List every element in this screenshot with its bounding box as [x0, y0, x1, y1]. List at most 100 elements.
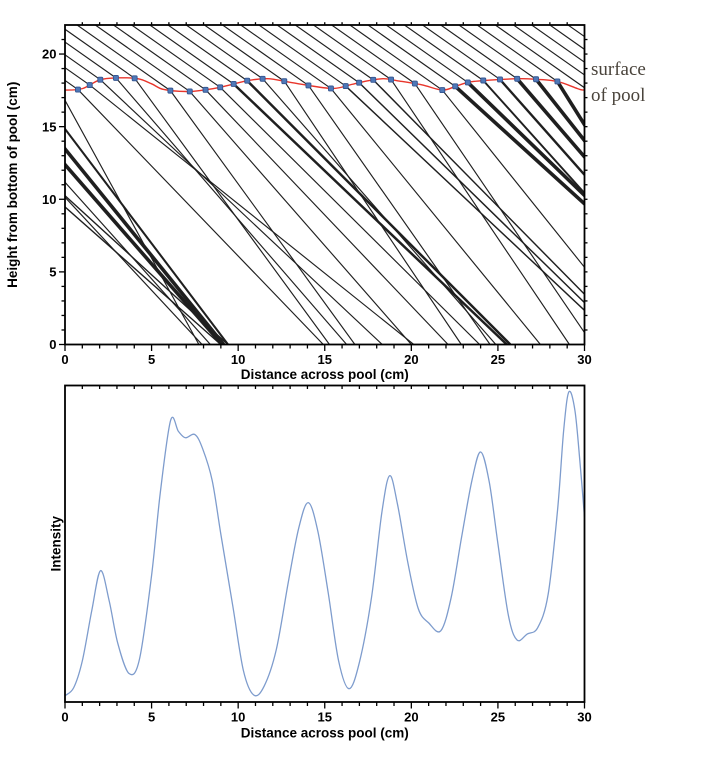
refracted-ray — [65, 181, 211, 345]
surface-point-marker — [452, 83, 459, 90]
incident-ray — [130, 25, 221, 88]
incident-ray — [457, 25, 537, 80]
x-tick-label: 20 — [404, 710, 418, 725]
refracted-ray — [588, 90, 704, 344]
incident-ray — [148, 25, 234, 85]
surface-point-marker — [305, 82, 312, 89]
x-tick-label: 30 — [577, 352, 591, 367]
refracted-ray — [699, 91, 704, 344]
light-rays — [0, 0, 704, 345]
surface-point-marker — [186, 88, 193, 95]
refracted-ray — [372, 79, 585, 296]
refracted-ray — [441, 89, 585, 269]
surface-point-marker — [281, 78, 288, 85]
incident-ray — [167, 25, 248, 82]
refracted-ray — [189, 91, 412, 345]
surface-point-marker — [131, 75, 138, 82]
surface-point-marker — [97, 76, 104, 83]
surface-of-pool-label: surface of pool — [591, 57, 646, 109]
incident-ray — [385, 25, 469, 83]
incident-ray — [239, 25, 332, 89]
intensity-curve — [65, 390, 585, 697]
y-tick-label: 10 — [42, 192, 56, 207]
refracted-ray — [534, 78, 585, 144]
surface-label-line1: surface — [591, 59, 646, 80]
surface-point-marker — [74, 86, 81, 93]
incident-ray — [312, 25, 392, 81]
refracted-ray — [499, 78, 585, 177]
refracted-ray — [134, 77, 330, 345]
incident-ray — [476, 25, 558, 82]
bottom-xaxis-title: Distance across pool (cm) — [241, 726, 409, 741]
refracted-ray — [643, 78, 704, 345]
surface-point-marker — [259, 75, 266, 82]
y-tick-label: 15 — [42, 119, 56, 134]
incident-ray — [257, 25, 347, 87]
x-tick-label: 10 — [231, 352, 245, 367]
incident-ray — [112, 25, 206, 91]
incident-ray — [65, 54, 101, 81]
incident-ray — [65, 79, 79, 91]
x-tick-label: 5 — [148, 710, 155, 725]
surface-point-marker — [202, 86, 209, 93]
refracted-ray — [668, 82, 704, 344]
refracted-ray — [454, 85, 585, 207]
refracted-ray — [358, 82, 585, 304]
incident-ray — [330, 25, 416, 85]
refracted-ray — [232, 83, 508, 345]
incident-ray — [0, 0, 59, 89]
bottom-plot-border — [64, 384, 586, 703]
incident-ray — [185, 25, 263, 80]
refracted-ray — [613, 83, 704, 345]
incident-ray — [94, 25, 191, 92]
incident-ray — [421, 25, 501, 80]
bottom-yaxis-title: Intensity — [49, 516, 64, 572]
surface-point-marker — [167, 87, 174, 94]
y-tick-label: 5 — [49, 265, 56, 280]
x-tick-label: 0 — [61, 352, 68, 367]
incident-ray — [294, 25, 374, 81]
x-tick-label: 15 — [318, 352, 332, 367]
x-tick-label: 30 — [577, 710, 591, 725]
refracted-ray — [65, 146, 226, 345]
x-tick-label: 5 — [148, 352, 155, 367]
surface-point-marker — [244, 77, 251, 84]
surface-point-marker — [411, 80, 418, 87]
incident-ray — [367, 25, 456, 87]
surface-point-marker — [342, 83, 349, 90]
bottom-plot-ticks — [64, 385, 586, 709]
refracted-ray — [219, 86, 481, 345]
refracted-ray — [89, 84, 415, 345]
refracted-ray — [65, 196, 203, 345]
top-yaxis-title: Height from bottom of pool (cm) — [5, 82, 20, 288]
refracted-ray — [414, 83, 585, 334]
ray-diagram-chart: 0 5 10 15 20 25 30 0 5 10 15 20 — [0, 0, 704, 367]
surface-point-marker — [112, 74, 119, 81]
x-tick-label: 20 — [404, 352, 418, 367]
refracted-ray — [345, 85, 585, 312]
incident-ray — [65, 66, 91, 86]
refracted-ray — [65, 127, 229, 345]
surface-label-line2: of pool — [591, 85, 646, 106]
surface-point-marker — [514, 75, 521, 82]
top-plot-tick-labels: 0 5 10 15 20 25 30 0 5 10 15 20 — [42, 47, 592, 367]
refracted-ray — [603, 88, 704, 344]
x-tick-label: 25 — [491, 710, 505, 725]
incident-ray — [0, 0, 28, 80]
surface-point-marker — [554, 78, 561, 85]
refracted-ray — [515, 77, 585, 160]
refracted-ray — [307, 85, 491, 345]
incident-ray — [203, 25, 285, 82]
top-xaxis-title: Distance across pool (cm) — [241, 367, 409, 382]
ray-entry-markers — [74, 74, 561, 95]
refracted-ray — [390, 79, 570, 345]
incident-ray — [530, 25, 585, 63]
surface-point-marker — [327, 85, 334, 92]
surface-point-marker — [388, 76, 395, 83]
surface-point-marker — [230, 81, 237, 87]
y-tick-label: 20 — [42, 47, 56, 62]
refracted-ray — [466, 81, 585, 198]
refracted-ray — [169, 90, 356, 345]
refracted-ray — [246, 79, 512, 345]
refracted-ray — [283, 80, 462, 345]
